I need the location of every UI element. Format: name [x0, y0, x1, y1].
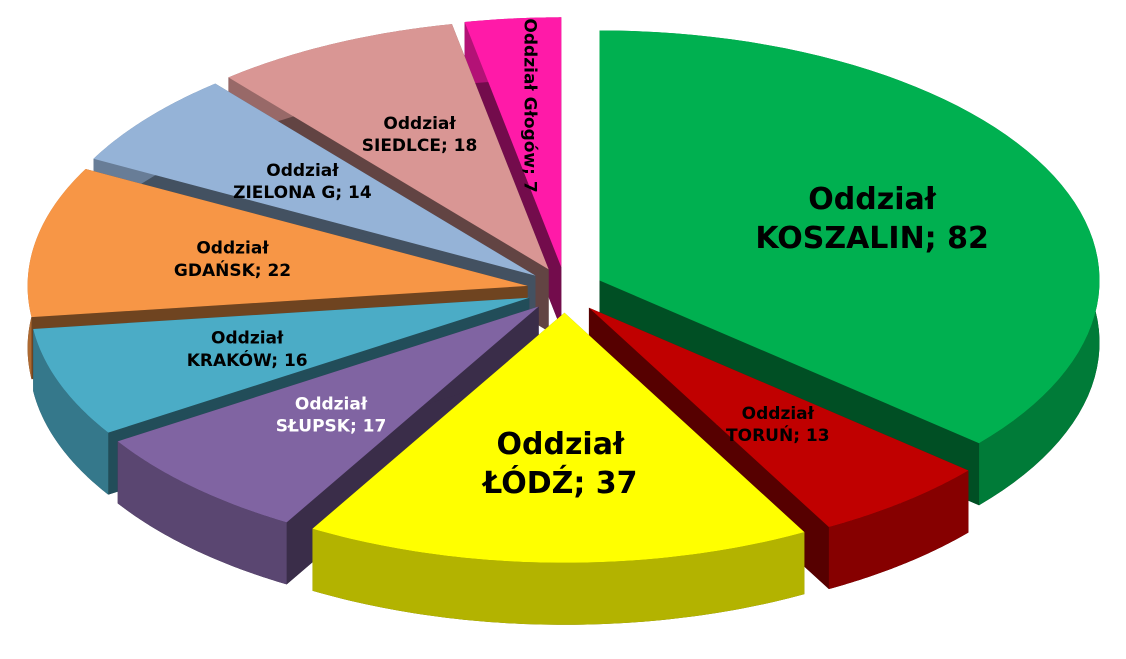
- slice-wall: [33, 328, 109, 495]
- slice: [599, 30, 1100, 444]
- data-label: Oddział SŁUPSK; 17: [276, 395, 387, 437]
- data-label: Oddział GDAŃSK; 22: [174, 239, 291, 281]
- slice: [312, 312, 805, 563]
- slice: [228, 24, 549, 270]
- slice: [27, 169, 528, 318]
- slice: [588, 307, 969, 528]
- slice-wall: [117, 441, 287, 585]
- slice-wall: [828, 470, 969, 590]
- slice: [117, 306, 539, 523]
- data-label: Oddział TORUŃ; 13: [726, 404, 830, 446]
- data-label: Oddział SIEDLCE; 18: [362, 114, 478, 156]
- data-label: Oddział KOSZALIN; 82: [755, 181, 989, 255]
- data-label: Oddział KRAKÓW; 16: [187, 329, 308, 371]
- slice: [33, 297, 530, 433]
- slice: [464, 17, 562, 268]
- data-label: Oddział ZIELONA G; 14: [233, 161, 372, 203]
- slice-wall: [312, 528, 805, 625]
- slice: [93, 83, 536, 276]
- data-label: Oddział Głogów; 7: [520, 18, 540, 192]
- data-label: Oddział ŁÓDŹ; 37: [481, 426, 638, 500]
